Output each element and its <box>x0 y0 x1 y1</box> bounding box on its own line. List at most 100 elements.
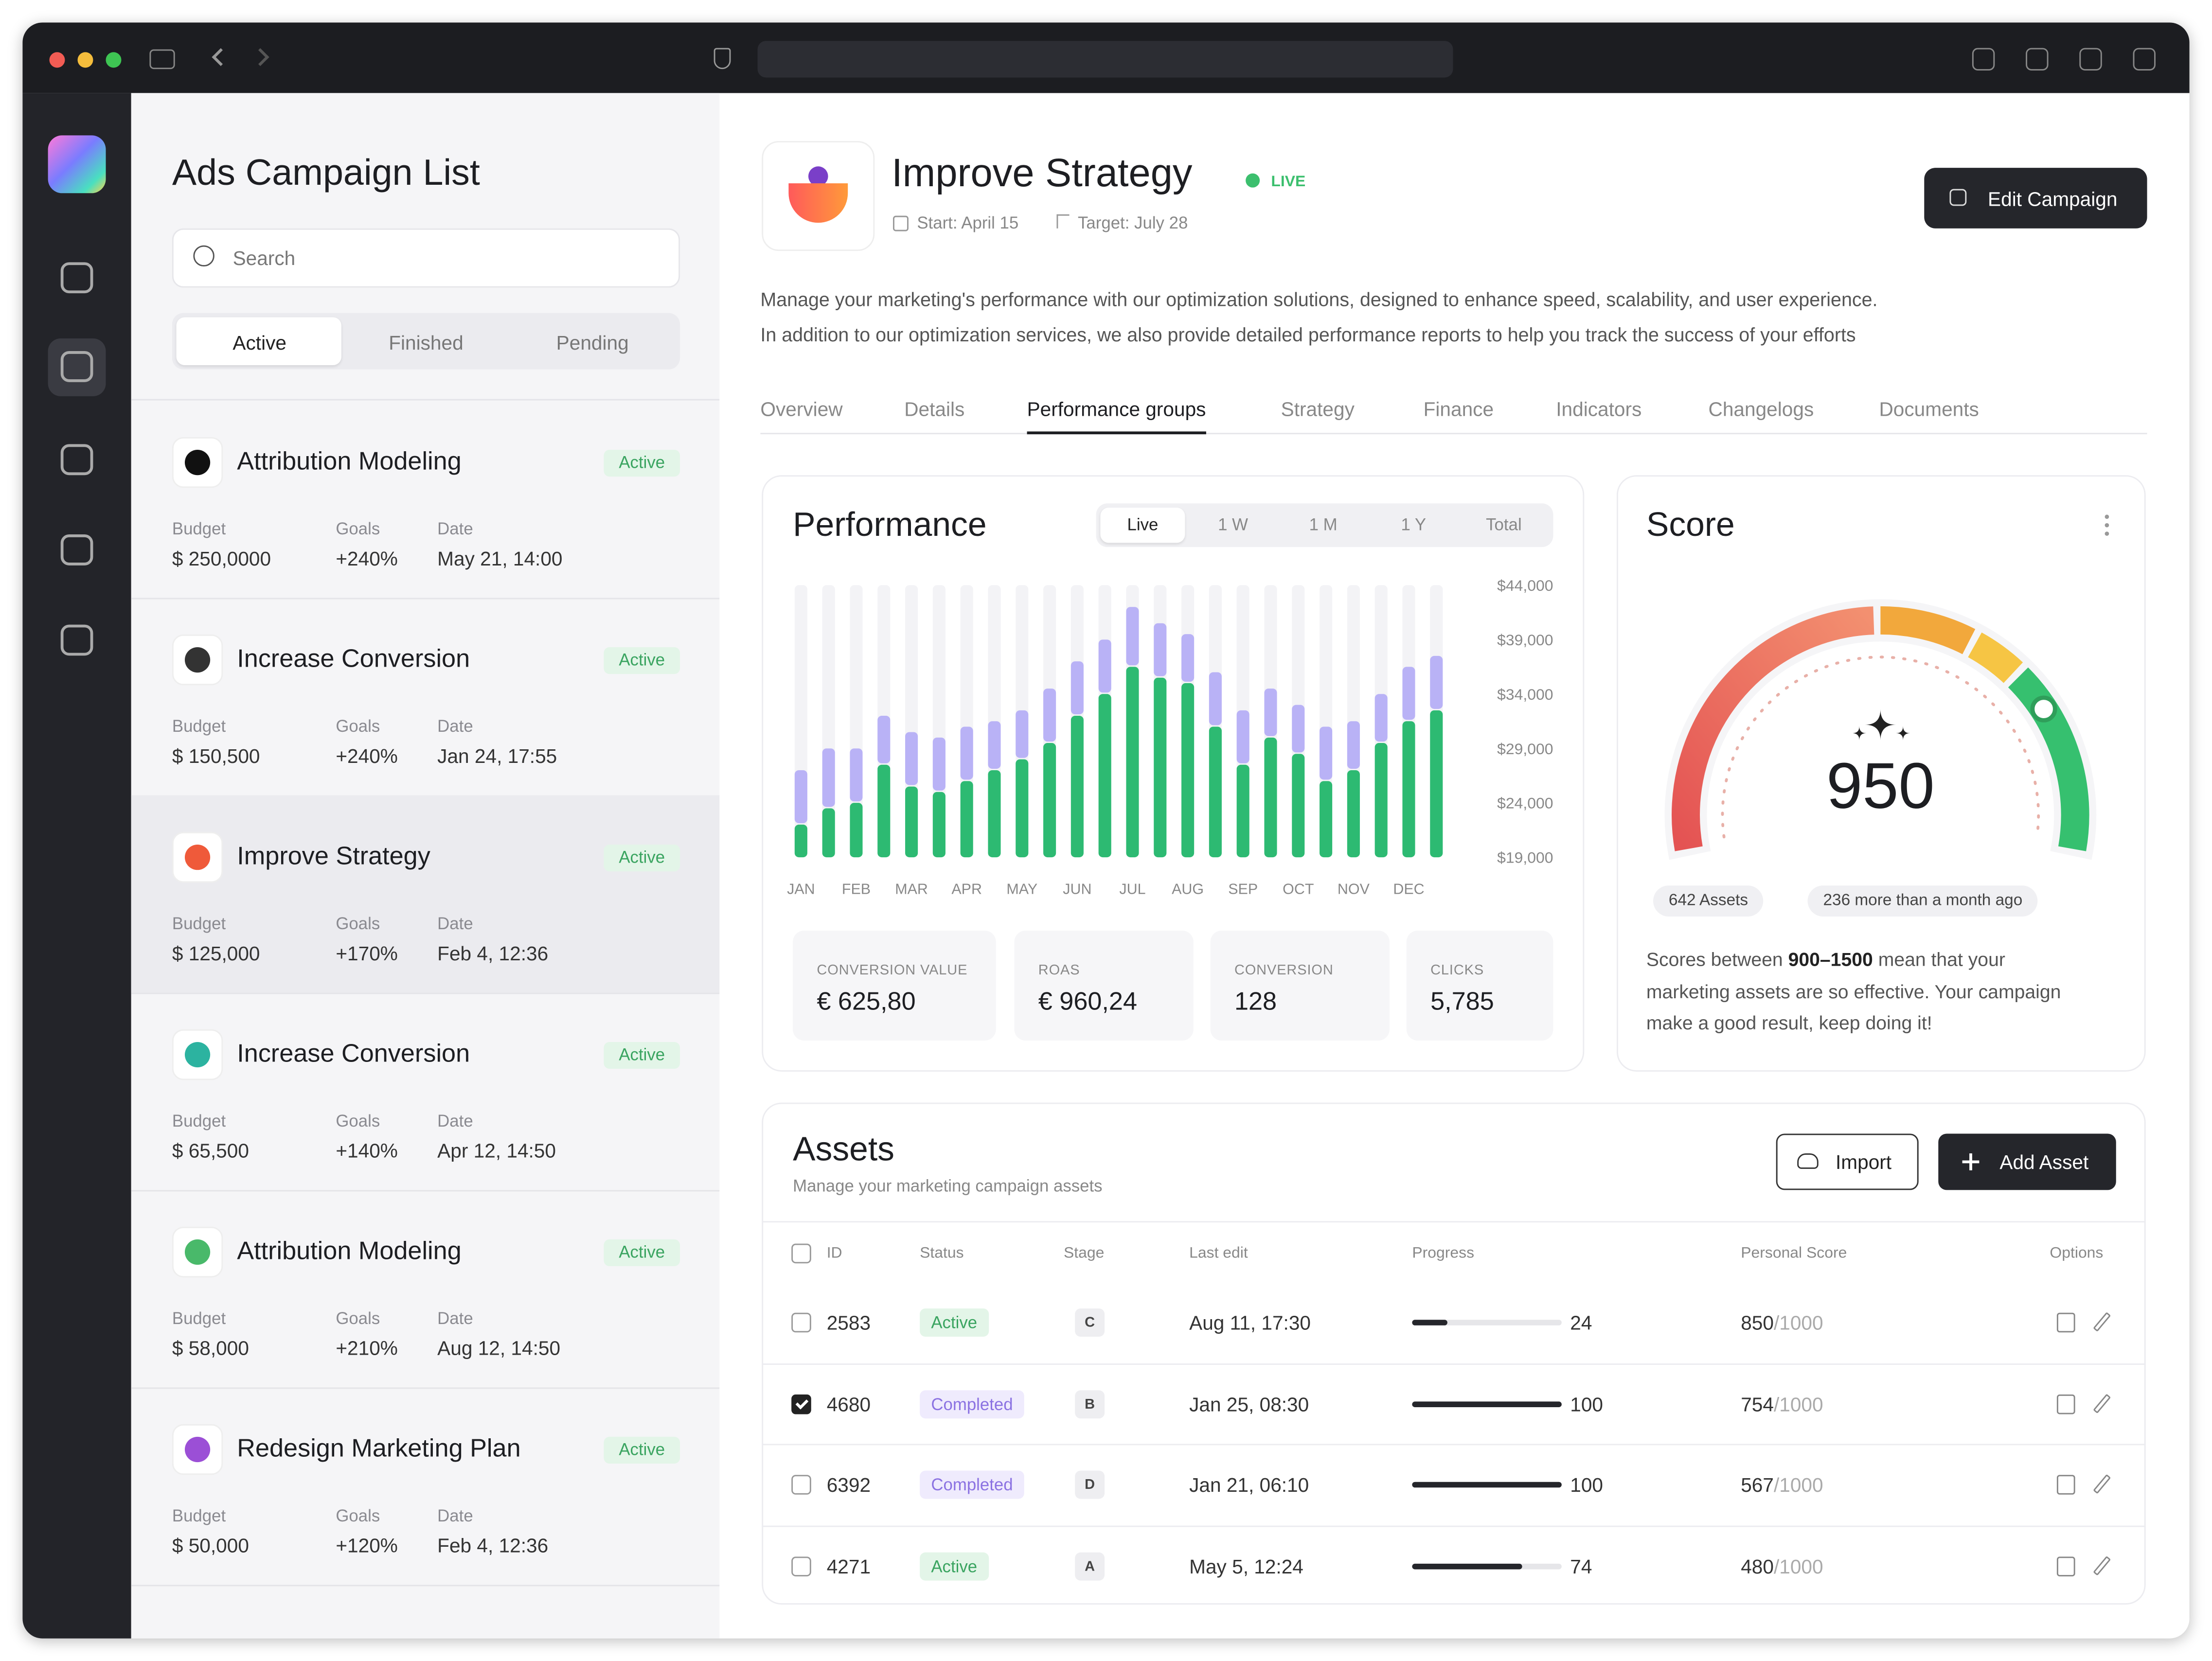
bar-segment <box>1043 743 1056 858</box>
field-value: Aug 12, 14:50 <box>437 1336 561 1360</box>
bar-segment <box>1292 705 1305 753</box>
range-option[interactable]: 1 W <box>1218 514 1248 535</box>
x-tick-label: FEB <box>842 881 871 897</box>
menu-dot[interactable] <box>2105 514 2109 519</box>
toolbar-icon[interactable] <box>1972 48 1995 71</box>
assets-title: Assets <box>793 1131 895 1170</box>
column-header: Personal Score <box>1741 1245 1847 1262</box>
field-value: +170% <box>336 941 398 965</box>
change-pill: 236 more than a month ago <box>1807 884 2038 916</box>
nav-icon[interactable] <box>60 351 93 382</box>
progress-fill <box>1412 1482 1562 1488</box>
menu-dot[interactable] <box>2105 531 2109 536</box>
bar-segment <box>1236 764 1249 858</box>
header-checkbox[interactable] <box>791 1243 811 1264</box>
score-max: /1000 <box>1773 1473 1823 1496</box>
status-badge-bg <box>604 647 680 674</box>
field-value: $ 58,000 <box>172 1336 249 1360</box>
bar-segment <box>850 748 863 802</box>
bar-segment <box>960 726 973 780</box>
nav-icon[interactable] <box>60 534 93 565</box>
menu-dot[interactable] <box>2105 523 2109 528</box>
bar-segment <box>1402 667 1415 720</box>
score-note-part: Scores between <box>1646 949 1788 971</box>
nav-icon[interactable] <box>60 262 93 294</box>
edit-button[interactable] <box>1924 168 2147 229</box>
tab[interactable]: Finance <box>1423 397 1494 420</box>
column-header: Status <box>920 1245 964 1262</box>
progress-fill <box>1412 1401 1562 1408</box>
filter-tab[interactable]: Pending <box>556 331 629 354</box>
option-view[interactable] <box>2056 1556 2075 1576</box>
row-checkbox[interactable] <box>791 1394 811 1414</box>
toolbar-icon[interactable] <box>2026 48 2049 71</box>
filter-tab[interactable]: Active <box>232 331 286 354</box>
range-option[interactable]: Live <box>1127 514 1159 535</box>
address-bar[interactable] <box>757 41 1453 78</box>
y-tick-label: $44,000 <box>1497 577 1553 594</box>
bar-segment <box>1070 716 1084 858</box>
import-icon <box>1797 1153 1819 1169</box>
row-checkbox[interactable] <box>791 1556 811 1576</box>
toolbar-icon[interactable] <box>2079 48 2102 71</box>
field-value: +210% <box>336 1336 398 1360</box>
search-icon <box>193 245 214 267</box>
bar-segment <box>1292 754 1305 858</box>
tab[interactable]: Overview <box>760 397 843 420</box>
tab[interactable]: Performance groups <box>1027 397 1206 420</box>
column-header: ID <box>826 1245 842 1262</box>
score-number: 754 <box>1741 1393 1774 1416</box>
tab[interactable]: Indicators <box>1556 397 1642 420</box>
bar-segment <box>850 803 863 858</box>
bar-segment <box>1320 726 1333 780</box>
score-max: /1000 <box>1773 1311 1823 1334</box>
y-tick-label: $29,000 <box>1497 740 1553 758</box>
row-checkbox[interactable] <box>791 1312 811 1333</box>
list-divider <box>131 399 720 401</box>
field-value: +140% <box>336 1139 398 1162</box>
nav-icon[interactable] <box>60 444 93 476</box>
score-value: 950 <box>1826 750 1935 822</box>
bar-segment <box>822 808 835 858</box>
field-label: Budget <box>172 716 226 737</box>
window-dot <box>77 52 93 68</box>
option-view[interactable] <box>2056 1312 2075 1333</box>
nav-icon[interactable] <box>60 624 93 656</box>
range-option[interactable]: 1 Y <box>1401 514 1427 535</box>
option-view[interactable] <box>2056 1475 2075 1495</box>
field-label: Budget <box>172 1308 226 1329</box>
field-label: Budget <box>172 914 226 934</box>
x-tick-label: APR <box>951 881 982 897</box>
campaign-name: Increase Conversion <box>237 645 470 673</box>
campaign-divider <box>131 1585 720 1587</box>
toolbar-icon[interactable] <box>2133 48 2156 71</box>
x-tick-label: AUG <box>1172 881 1204 897</box>
campaign-name: Attribution Modeling <box>237 1237 462 1265</box>
bar-segment <box>794 770 807 824</box>
tab[interactable]: Strategy <box>1281 397 1355 420</box>
asset-status: Completed <box>920 1471 1024 1500</box>
bar-segment <box>1347 770 1360 858</box>
asset-progress: 100 <box>1570 1473 1604 1496</box>
asset-id: 6392 <box>826 1473 871 1496</box>
y-tick-label: $24,000 <box>1497 795 1553 812</box>
asset-id: 4680 <box>826 1393 871 1416</box>
search-box[interactable] <box>172 228 680 288</box>
range-option[interactable]: Total <box>1486 514 1522 535</box>
bar-segment <box>1154 677 1167 858</box>
row-divider <box>762 1525 2146 1527</box>
tab[interactable]: Documents <box>1879 397 1979 420</box>
tab[interactable]: Details <box>904 397 965 420</box>
sparkle <box>1852 709 1910 741</box>
filter-tab[interactable]: Finished <box>389 331 464 354</box>
range-option[interactable]: 1 M <box>1309 514 1338 535</box>
column-header: Last edit <box>1189 1245 1248 1262</box>
tab[interactable]: Changelogs <box>1708 397 1814 420</box>
stat-box <box>1210 930 1390 1041</box>
bar-segment <box>1347 721 1360 769</box>
field-value: $ 125,000 <box>172 941 260 965</box>
row-checkbox[interactable] <box>791 1475 811 1495</box>
option-view[interactable] <box>2056 1394 2075 1414</box>
field-label: Date <box>437 1111 473 1131</box>
